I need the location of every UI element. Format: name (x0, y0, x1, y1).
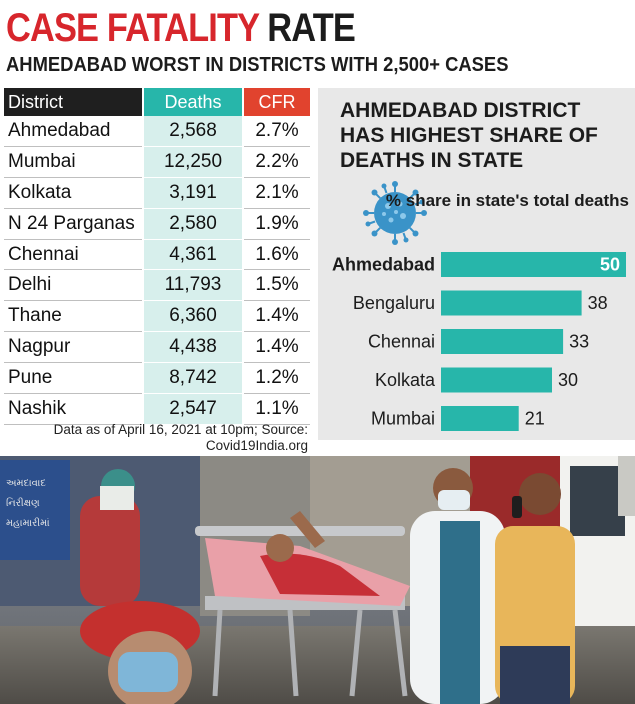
sign-text-1: અમદાવાદ (6, 478, 46, 489)
cell-cfr: 2.1% (244, 178, 310, 209)
cell-district: N 24 Parganas (4, 209, 142, 240)
sign-board (0, 460, 70, 560)
value-label: 50 (600, 255, 620, 275)
cell-district: Pune (4, 363, 142, 395)
cfr-table: District Deaths CFR Ahmedabad 2,568 2.7% Mu… (4, 88, 310, 425)
headline: CASE FATALITY RATE (6, 4, 631, 52)
cell-deaths: 2,547 (144, 394, 242, 425)
source-note: Data as of April 16, 2021 at 10pm; Sourc… (53, 422, 308, 453)
cell-district: Mumbai (4, 147, 142, 178)
value-label: 33 (569, 332, 589, 352)
bar-kolkata (441, 367, 552, 393)
sign-text-3: મહામારીમાં (6, 517, 50, 529)
sign-text-2: નિરીક્ષણ (6, 497, 40, 509)
header-district: District (4, 88, 142, 116)
header-cfr: CFR (244, 88, 310, 116)
bar-mumbai (441, 406, 519, 431)
cell-cfr: 2.2% (244, 147, 310, 178)
bar-chennai (441, 329, 564, 354)
cell-cfr: 1.1% (244, 394, 310, 425)
page-title: CASE FATALITY RATE (6, 4, 544, 52)
share-bar-chart: Ahmedabad 50 Bengaluru 38 Chennai 33 Kolkata 30… (332, 252, 626, 431)
cell-cfr: 1.5% (244, 270, 310, 302)
value-label: 30 (558, 370, 578, 390)
cell-district: Ahmedabad (4, 116, 142, 147)
cell-district: Delhi (4, 270, 142, 302)
cell-cfr: 2.7% (244, 116, 310, 147)
category-label: Bengaluru (353, 293, 435, 313)
value-label: 21 (525, 409, 545, 429)
photo-illustration: અમદાવાદ નિરીક્ષણ મહામારીમાં (0, 456, 635, 704)
category-label: Ahmedabad (332, 255, 435, 275)
cell-deaths: 2,568 (144, 116, 242, 147)
table-header: District Deaths CFR (4, 88, 310, 116)
table-row: Nashik 2,547 1.1% (4, 394, 310, 425)
share-axis-label: % share in state's total deaths (385, 191, 629, 210)
value-label: 38 (588, 293, 608, 313)
header-deaths: Deaths (144, 88, 242, 116)
chart-title: AHMEDABAD DISTRICT HAS HIGHEST SHARE OF … (340, 99, 598, 172)
cell-deaths: 8,742 (144, 363, 242, 395)
cell-cfr: 1.2% (244, 363, 310, 395)
table-body: Ahmedabad 2,568 2.7% Mumbai 12,250 2.2% Kolkat… (4, 116, 310, 425)
category-label: Chennai (368, 332, 435, 352)
table-row: Thane 6,360 1.4% (4, 301, 310, 333)
cell-cfr: 1.9% (244, 209, 310, 240)
title-dark-part: RATE (267, 6, 356, 50)
cell-district: Nagpur (4, 332, 142, 364)
table-row: Delhi 11,793 1.5% (4, 270, 310, 302)
table-row: Ahmedabad 2,568 2.7% (4, 116, 310, 147)
cell-deaths: 4,361 (144, 239, 242, 271)
cell-deaths: 12,250 (144, 146, 242, 178)
category-label: Kolkata (375, 370, 436, 390)
table-row: Kolkata 3,191 2.1% (4, 177, 310, 209)
cell-district: Chennai (4, 240, 142, 271)
table-row: N 24 Parganas 2,580 1.9% (4, 208, 310, 240)
cell-cfr: 1.4% (244, 332, 310, 364)
cell-deaths: 3,191 (144, 177, 242, 209)
cell-deaths: 2,580 (144, 208, 242, 240)
cell-deaths: 6,360 (144, 301, 242, 333)
bar-ahmedabad (441, 252, 626, 277)
photo-hospital-scene: અમદાવાદ નિરીક્ષણ મહામારીમાં (0, 456, 635, 704)
cell-district: Kolkata (4, 178, 142, 209)
subtitle: AHMEDABAD WORST IN DISTRICTS WITH 2,500+… (6, 54, 509, 76)
cell-deaths: 11,793 (144, 270, 242, 302)
cell-cfr: 1.6% (244, 240, 310, 271)
table-row: Nagpur 4,438 1.4% (4, 332, 310, 364)
table-row: Pune 8,742 1.2% (4, 363, 310, 395)
table-row: Chennai 4,361 1.6% (4, 239, 310, 271)
cell-cfr: 1.4% (244, 301, 310, 333)
table-row: Mumbai 12,250 2.2% (4, 146, 310, 178)
cell-district: Thane (4, 301, 142, 333)
title-red-part: CASE FATALITY (6, 6, 259, 50)
bar-bengaluru (441, 290, 582, 316)
cell-deaths: 4,438 (144, 332, 242, 364)
virus-icon (363, 181, 427, 245)
category-label: Mumbai (371, 409, 435, 429)
share-chart-panel: AHMEDABAD DISTRICT HAS HIGHEST SHARE OF … (318, 88, 635, 440)
cell-district: Nashik (4, 394, 142, 425)
